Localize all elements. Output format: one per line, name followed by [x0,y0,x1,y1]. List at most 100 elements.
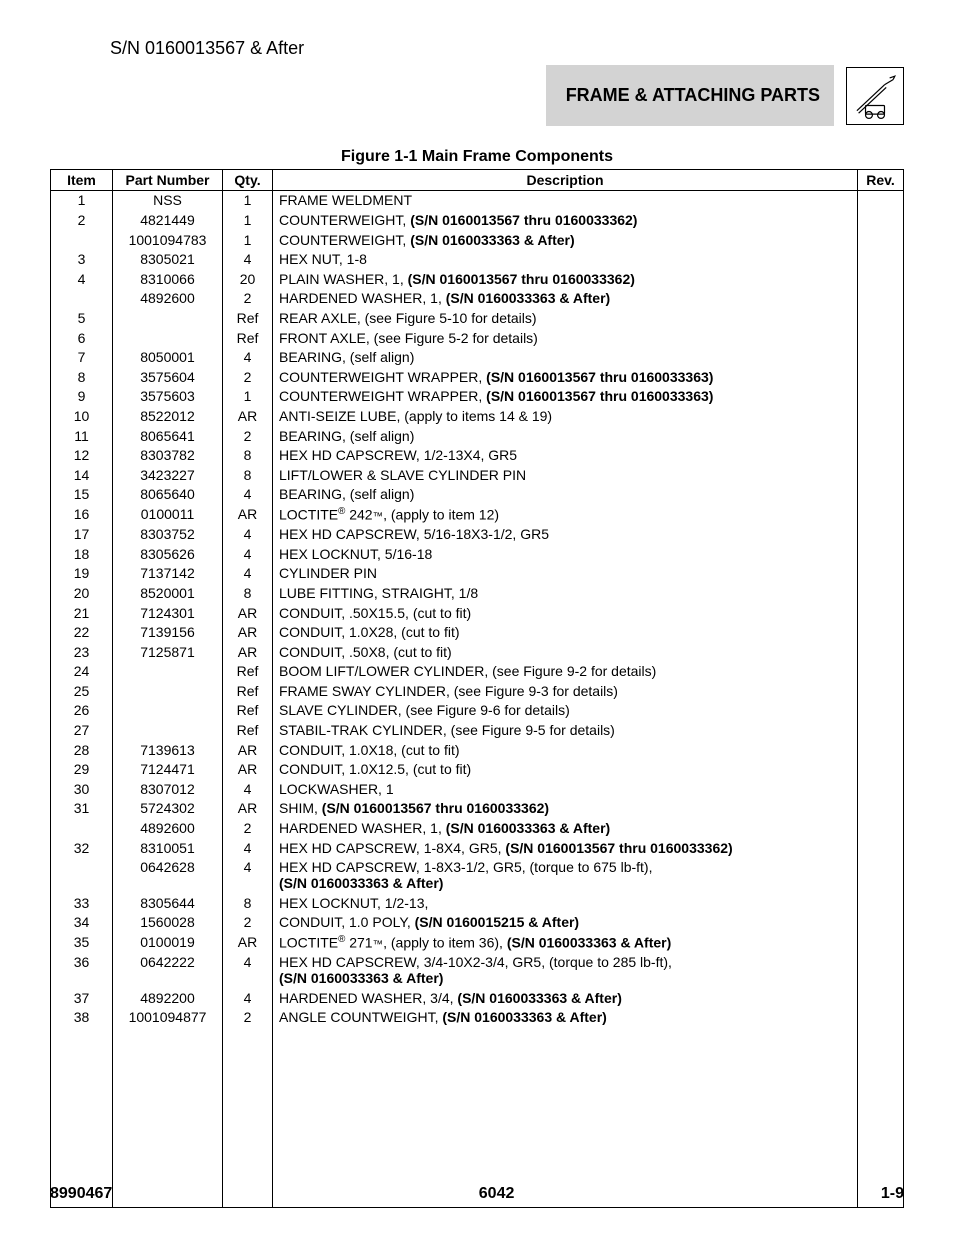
cell-rev [858,913,904,933]
cell-item: 12 [51,445,113,465]
cell-item: 27 [51,720,113,740]
cell-part-number [113,681,223,701]
cell-rev [858,269,904,289]
cell-description: COUNTERWEIGHT WRAPPER, (S/N 0160013567 t… [273,387,858,407]
cell-description: ANGLE COUNTWEIGHT, (S/N 0160033363 & Aft… [273,1008,858,1028]
cell-item: 38 [51,1008,113,1028]
cell-item [51,289,113,309]
cell-item: 22 [51,622,113,642]
cell-item: 21 [51,603,113,623]
cell-item: 35 [51,932,113,952]
cell-part-number: 8310051 [113,838,223,858]
table-row: 3083070124LOCKWASHER, 1 [51,779,904,799]
cell-qty: AR [223,603,273,623]
table-row: 835756042COUNTERWEIGHT WRAPPER, (S/N 016… [51,367,904,387]
cell-description: LOCKWASHER, 1 [273,779,858,799]
cell-description: HEX HD CAPSCREW, 1/2-13X4, GR5 [273,445,858,465]
cell-description: HEX HD CAPSCREW, 3/4-10X2-3/4, GR5, (tor… [273,952,858,988]
cell-part-number: 7139156 [113,622,223,642]
cell-qty: Ref [223,720,273,740]
table-row: 1580656404BEARING, (self align) [51,485,904,505]
table-row: 48926002HARDENED WASHER, 1, (S/N 0160033… [51,289,904,309]
table-row: 2085200018LUBE FITTING, STRAIGHT, 1/8 [51,583,904,603]
cell-qty: Ref [223,328,273,348]
table-row: 297124471ARCONDUIT, 1.0X12.5, (cut to fi… [51,759,904,779]
cell-qty: AR [223,759,273,779]
cell-part-number: 5724302 [113,799,223,819]
cell-item: 18 [51,544,113,564]
cell-qty: AR [223,642,273,662]
cell-rev [858,289,904,309]
cell-item: 17 [51,524,113,544]
cell-rev [858,308,904,328]
cell-qty: 1 [223,190,273,210]
table-row: 108522012ARANTI-SEIZE LUBE, (apply to it… [51,406,904,426]
cell-part-number [113,662,223,682]
cell-item: 2 [51,210,113,230]
table-row: 25RefFRAME SWAY CYLINDER, (see Figure 9-… [51,681,904,701]
cell-rev [858,603,904,623]
cell-qty: 4 [223,779,273,799]
cell-item: 10 [51,406,113,426]
cell-rev [858,681,904,701]
cell-description: COUNTERWEIGHT, (S/N 0160013567 thru 0160… [273,210,858,230]
cell-description: HEX HD CAPSCREW, 1-8X3-1/2, GR5, (torque… [273,857,858,893]
figure-title: Figure 1-1 Main Frame Components [50,148,904,166]
cell-part-number: NSS [113,190,223,210]
cell-qty: 2 [223,426,273,446]
cell-part-number: 8310066 [113,269,223,289]
cell-qty: 4 [223,988,273,1008]
cell-description: COUNTERWEIGHT WRAPPER, (S/N 0160013567 t… [273,367,858,387]
cell-rev [858,249,904,269]
table-row: 3810010948772ANGLE COUNTWEIGHT, (S/N 016… [51,1008,904,1028]
cell-qty: 4 [223,952,273,988]
cell-description: COUNTERWEIGHT, (S/N 0160033363 & After) [273,230,858,250]
cell-part-number: 4821449 [113,210,223,230]
cell-part-number: 7125871 [113,642,223,662]
cell-description: HEX HD CAPSCREW, 5/16-18X3-1/2, GR5 [273,524,858,544]
cell-qty: 4 [223,347,273,367]
col-header-part: Part Number [113,170,223,191]
cell-qty: 8 [223,465,273,485]
cell-item [51,857,113,893]
table-row: 217124301ARCONDUIT, .50X15.5, (cut to fi… [51,603,904,623]
table-row: 06426284HEX HD CAPSCREW, 1-8X3-1/2, GR5,… [51,857,904,893]
cell-part-number: 0642222 [113,952,223,988]
cell-item: 19 [51,564,113,584]
cell-part-number: 7137142 [113,564,223,584]
cell-item: 14 [51,465,113,485]
cell-part-number: 8522012 [113,406,223,426]
table-row: 1434232278LIFT/LOWER & SLAVE CYLINDER PI… [51,465,904,485]
cell-description: CONDUIT, 1.0X28, (cut to fit) [273,622,858,642]
cell-description: SLAVE CYLINDER, (see Figure 9-6 for deta… [273,701,858,721]
cell-item: 6 [51,328,113,348]
cell-item: 31 [51,799,113,819]
cell-part-number: 8305644 [113,893,223,913]
cell-item [51,230,113,250]
cell-description: CONDUIT, .50X15.5, (cut to fit) [273,603,858,623]
cell-item: 23 [51,642,113,662]
cell-description: STABIL-TRAK CYLINDER, (see Figure 9-5 fo… [273,720,858,740]
cell-description: FRONT AXLE, (see Figure 5-2 for details) [273,328,858,348]
cell-part-number: 8050001 [113,347,223,367]
cell-part-number [113,701,223,721]
table-row: 4831006620PLAIN WASHER, 1, (S/N 01600135… [51,269,904,289]
cell-qty: AR [223,740,273,760]
table-row: 935756031COUNTERWEIGHT WRAPPER, (S/N 016… [51,387,904,407]
cell-description: ANTI-SEIZE LUBE, (apply to items 14 & 19… [273,406,858,426]
table-row: 1NSS1FRAME WELDMENT [51,190,904,210]
cell-rev [858,564,904,584]
cell-qty: Ref [223,681,273,701]
cell-description: HARDENED WASHER, 1, (S/N 0160033363 & Af… [273,818,858,838]
cell-qty: 2 [223,289,273,309]
cell-part-number: 7124471 [113,759,223,779]
cell-qty: AR [223,504,273,524]
cell-item: 5 [51,308,113,328]
table-row: 383050214HEX NUT, 1-8 [51,249,904,269]
page-header: S/N 0160013567 & After [50,36,904,59]
table-row: 48926002HARDENED WASHER, 1, (S/N 0160033… [51,818,904,838]
cell-rev [858,857,904,893]
cell-qty: 4 [223,485,273,505]
table-row: 6 RefFRONT AXLE, (see Figure 5-2 for deta… [51,328,904,348]
cell-qty: Ref [223,701,273,721]
